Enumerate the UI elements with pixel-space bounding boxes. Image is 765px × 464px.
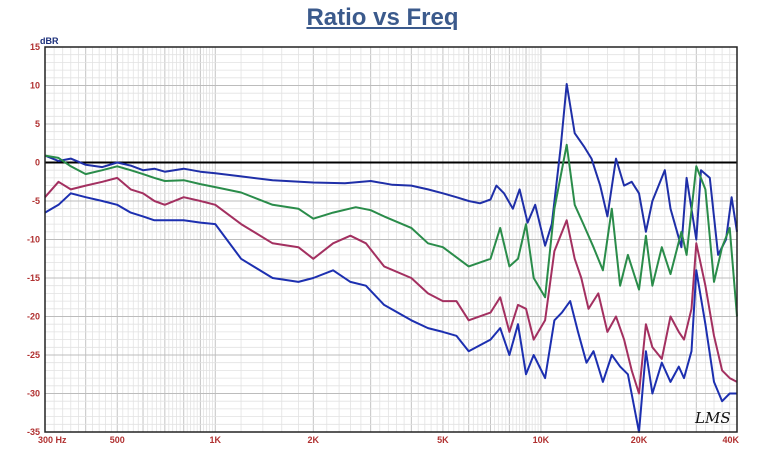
x-tick-label: 500 [110,435,125,445]
y-tick-label: 0 [35,158,40,168]
y-tick-label: -35 [27,427,40,437]
series-line-1 [44,83,738,256]
plot-frame [44,46,738,433]
lms-watermark: LMS [694,409,731,427]
grid [44,46,738,433]
series-group [44,83,738,433]
y-tick-label: -15 [27,273,40,283]
y-tick-label: -25 [27,350,40,360]
x-tick-label: 40K [722,435,739,445]
series-line-3 [44,176,738,395]
y-tick-label: 10 [30,81,40,91]
x-tick-label: 20K [631,435,648,445]
x-tick-label: 10K [533,435,550,445]
x-tick-label: 300 Hz [38,435,67,445]
y-tick-label: -10 [27,235,40,245]
y-tick-label: 5 [35,119,40,129]
y-tick-label: -5 [32,196,40,206]
y-tick-label: 15 [30,42,40,52]
y-tick-label: -30 [27,389,40,399]
x-tick-label: 1K [210,435,222,445]
series-line-4 [44,192,737,433]
chart-title: Ratio vs Freq [306,4,459,31]
x-tick-label: 5K [437,435,449,445]
x-tick-label: 2K [308,435,320,445]
series-line-2 [44,143,738,317]
y-axis-label: dBR [40,36,59,46]
y-tick-label: -20 [27,312,40,322]
